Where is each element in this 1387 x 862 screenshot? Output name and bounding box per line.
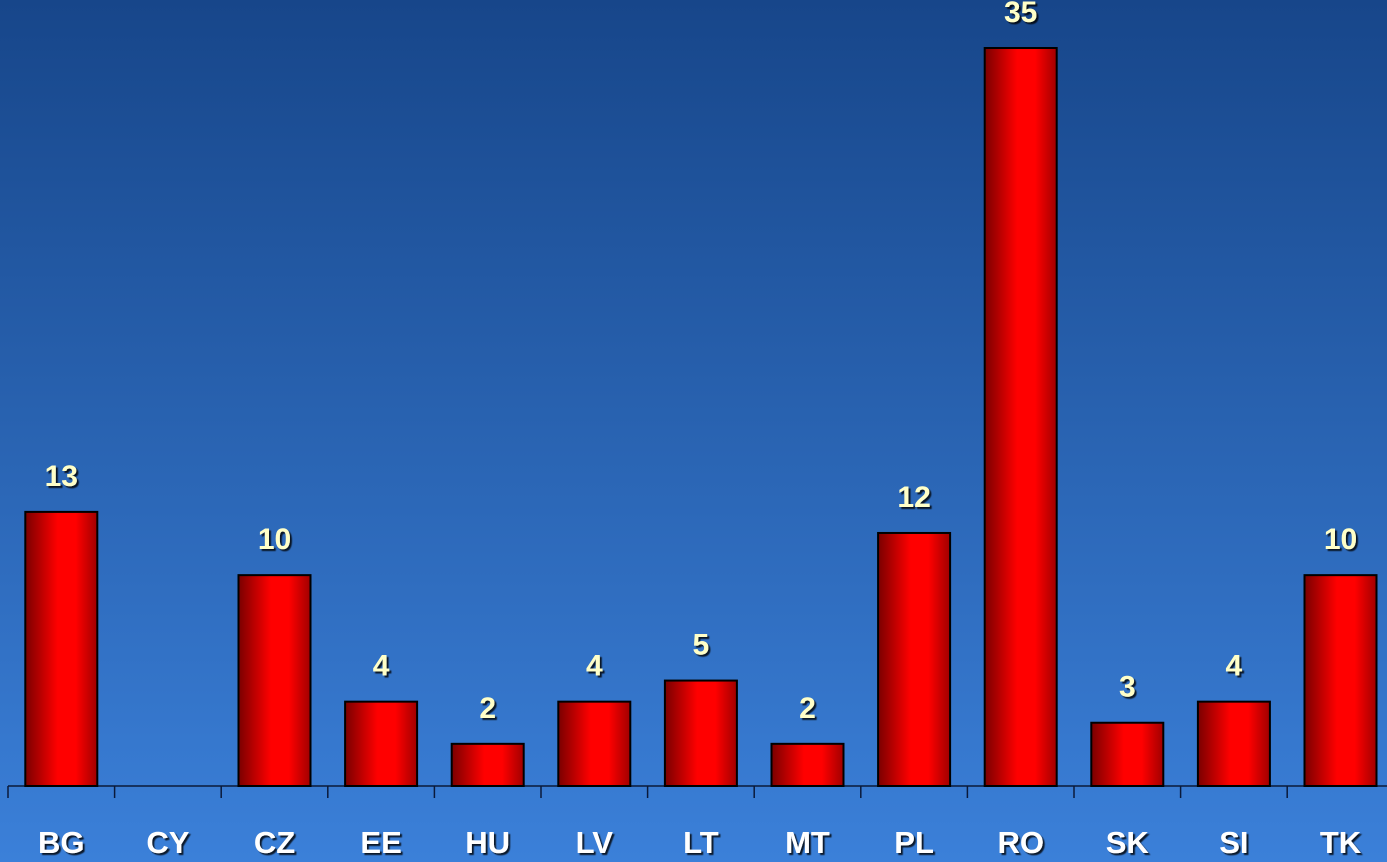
bar — [1196, 700, 1271, 788]
x-tick-label: RO — [997, 825, 1044, 860]
x-tick-label: TK — [1320, 825, 1362, 860]
bar — [877, 531, 952, 787]
value-label: 35 — [1004, 0, 1037, 29]
value-label: 13 — [45, 460, 78, 493]
value-label: 5 — [693, 628, 710, 661]
x-tick-label: PL — [894, 825, 934, 860]
value-label: 10 — [258, 523, 291, 556]
value-label: 4 — [1226, 650, 1243, 683]
value-label: 2 — [799, 692, 816, 725]
bar — [237, 574, 312, 788]
bar — [663, 679, 738, 787]
value-label: 4 — [373, 650, 390, 683]
x-tick-label: CZ — [254, 825, 295, 860]
x-tick-label: LT — [683, 825, 719, 860]
x-tick-label: CY — [146, 825, 189, 860]
value-label: 4 — [586, 650, 603, 683]
bar — [770, 742, 845, 787]
bar — [344, 700, 419, 788]
x-tick-label: SI — [1219, 825, 1248, 860]
value-label: 2 — [479, 692, 496, 725]
x-tick-label: HU — [465, 825, 510, 860]
value-label: 12 — [897, 481, 930, 514]
bar — [1303, 574, 1378, 788]
bar — [1090, 721, 1165, 787]
value-label: 10 — [1324, 523, 1357, 556]
bar — [24, 510, 99, 787]
bar — [557, 700, 632, 788]
bar — [450, 742, 525, 787]
value-label: 3 — [1119, 671, 1136, 704]
bar — [983, 47, 1058, 787]
x-tick-label: LV — [576, 825, 614, 860]
x-tick-label: EE — [360, 825, 401, 860]
x-tick-label: SK — [1106, 825, 1150, 860]
x-tick-label: BG — [38, 825, 85, 860]
x-tick-label: MT — [785, 825, 830, 860]
